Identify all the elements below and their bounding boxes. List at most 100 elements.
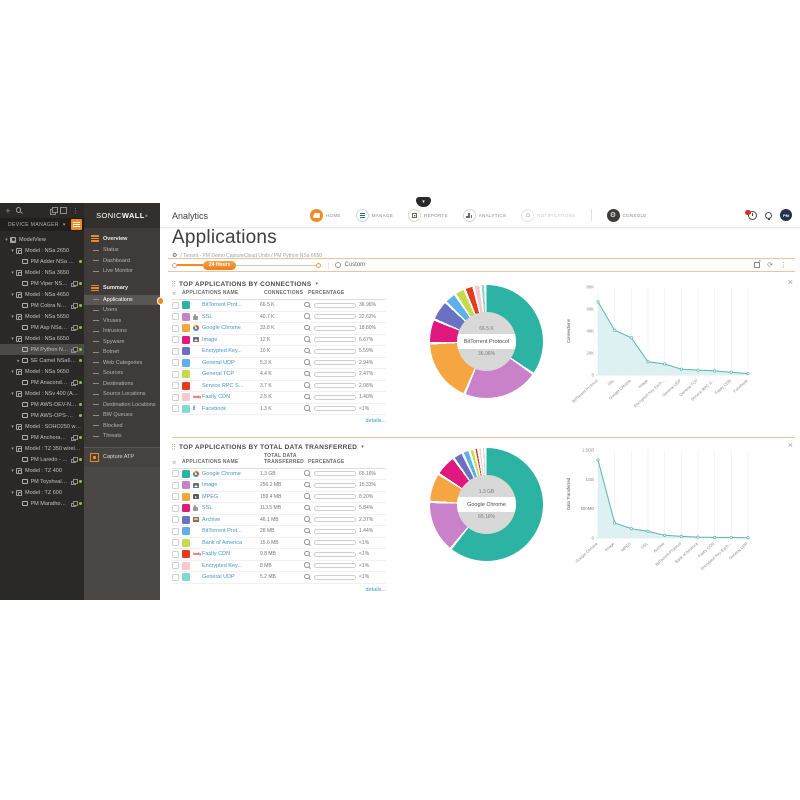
nav-item-notifications[interactable]: NOTIFICATIONS (521, 208, 575, 222)
sidebar-item-live-monitor[interactable]: Live Monitor (84, 266, 160, 277)
caret-icon[interactable]: ▾ (11, 269, 14, 276)
sidebar-section-overview[interactable]: Overview (84, 232, 160, 245)
caret-icon[interactable]: ▾ (11, 313, 14, 320)
magnifier-icon[interactable] (304, 550, 311, 558)
sidebar-section-summary[interactable]: Summary (84, 282, 160, 295)
nav-collapse-toggle[interactable]: ▾ (416, 197, 431, 207)
app-name-link[interactable]: Image (202, 336, 218, 343)
magnifier-icon[interactable] (304, 347, 311, 355)
magnifier-icon[interactable] (304, 301, 311, 309)
search-icon[interactable] (15, 207, 23, 214)
caret-icon[interactable]: ▸ (17, 357, 20, 364)
tree-item-model-tz-600[interactable]: ▾ Model : TZ 600 (0, 487, 84, 498)
magnifier-icon[interactable] (304, 539, 311, 546)
list-icon[interactable]: ≡ (172, 291, 177, 297)
magnifier-icon[interactable] (304, 470, 311, 477)
sidebar-item-blocked[interactable]: Blocked (84, 421, 160, 432)
nav-item-manage[interactable]: MANAGE (355, 208, 393, 222)
list-icon[interactable]: ≡ (172, 459, 177, 466)
nav-item-reports[interactable]: REPORTS (408, 208, 448, 222)
tree-item-model-nsa-4650[interactable]: ▾ Model : NSa 4650 (0, 289, 84, 300)
row-checkbox[interactable] (172, 370, 179, 378)
sidebar-item-capture-atp[interactable]: Capture ATP (84, 446, 160, 467)
sidebar-item-users[interactable]: Users (84, 305, 160, 316)
sidebar-item-botnet[interactable]: Botnet (84, 347, 160, 358)
close-icon[interactable]: × (787, 440, 793, 450)
device-icon[interactable] (22, 434, 28, 441)
row-checkbox[interactable] (172, 313, 179, 321)
tree-item-modelview[interactable]: ▾ ModelView (0, 234, 84, 245)
caret-icon[interactable]: ▾ (11, 335, 14, 342)
app-name-link[interactable]: Fastly CDN (202, 551, 231, 558)
tree-item-model-nsa-3650[interactable]: ▾ Model : NSa 3650 (0, 267, 84, 278)
magnifier-icon[interactable] (304, 370, 311, 378)
details-link[interactable]: details... (365, 418, 386, 424)
close-icon[interactable]: × (787, 277, 793, 287)
collapse-caret-icon[interactable]: ▾ (361, 444, 364, 450)
tree-item-pm-aws-ops-ns[interactable]: PM AWS-OPS-NS... (0, 410, 84, 421)
device-icon[interactable] (22, 401, 28, 408)
device-icon[interactable] (22, 258, 28, 265)
slider-start-handle[interactable] (172, 262, 177, 268)
caret-icon[interactable]: ▾ (11, 489, 14, 496)
device-icon[interactable] (22, 324, 28, 331)
tree-item-se-camel-nsa6650[interactable]: ▸ SE Camel NSa6650 (0, 355, 84, 366)
device-icon[interactable] (22, 379, 28, 386)
app-name-link[interactable]: General UDP (202, 574, 235, 581)
tree-item-model-tz-350-wireless[interactable]: ▾ Model : TZ 350 wireless ... (0, 443, 84, 454)
row-checkbox[interactable] (172, 481, 179, 489)
tree-item-model-nsa-2650[interactable]: ▾ Model : NSa 2650 (0, 245, 84, 256)
row-checkbox[interactable] (172, 347, 179, 355)
device-icon[interactable] (22, 500, 28, 507)
app-name-link[interactable]: BitTorrent Prot... (202, 302, 242, 309)
row-checkbox[interactable] (172, 550, 179, 558)
magnifier-icon[interactable] (304, 493, 311, 500)
sidebar-item-intrusions[interactable]: Intrusions (84, 326, 160, 337)
magnifier-icon[interactable] (304, 324, 311, 332)
app-name-link[interactable]: BitTorrent Prot... (202, 528, 242, 535)
app-name-link[interactable]: Google Chrome (202, 470, 241, 477)
row-checkbox[interactable] (172, 562, 179, 570)
row-checkbox[interactable] (172, 573, 179, 581)
app-name-link[interactable]: Encrypted Key... (202, 348, 242, 355)
tree-item-pm-python-nsa[interactable]: PM Python NSa... (0, 344, 84, 355)
sidebar-item-threats[interactable]: Threats (84, 431, 160, 442)
magnifier-icon[interactable] (304, 313, 311, 320)
tree-item-pm-anchorage[interactable]: PM Anchorage ... (0, 432, 84, 443)
kebab-icon[interactable]: ⋮ (780, 260, 787, 269)
device-icon[interactable] (22, 346, 28, 353)
device-icon[interactable] (22, 456, 28, 463)
magnifier-icon[interactable] (304, 336, 311, 343)
app-name-link[interactable]: SSL (202, 505, 213, 512)
device-icon[interactable] (22, 478, 28, 485)
app-name-link[interactable]: Google Chrome (202, 325, 241, 332)
add-device-icon[interactable]: + (5, 206, 11, 215)
refresh-icon[interactable]: ⟳ (767, 260, 773, 269)
donut-chart[interactable]: 66.5 K BitTorrent Protocol 36.96% (430, 285, 543, 398)
app-name-link[interactable]: SSL (202, 313, 213, 320)
magnifier-icon[interactable] (304, 405, 311, 412)
row-checkbox[interactable] (172, 324, 179, 332)
app-name-link[interactable]: Image (202, 482, 218, 489)
tree-item-model-nsa-9650[interactable]: ▾ Model : NSa 9650 (0, 366, 84, 377)
caret-icon[interactable]: ▾ (11, 368, 14, 375)
device-icon[interactable] (22, 357, 28, 364)
magnifier-icon[interactable] (304, 527, 311, 535)
tree-item-pm-adder-nsa-2650[interactable]: PM Adder NSa 2650 (0, 256, 84, 267)
magnifier-icon[interactable] (304, 359, 311, 366)
tree-item-pm-asp-nsa-56[interactable]: PM Asp NSa 56... (0, 322, 84, 333)
clone-icon[interactable] (50, 207, 58, 215)
tree-item-pm-laredo-tz[interactable]: PM Laredo - TZ... (0, 454, 84, 465)
magnifier-icon[interactable] (304, 382, 311, 389)
sidebar-toggle-icon[interactable] (71, 219, 82, 230)
sidebar-item-source-locations[interactable]: Source Locations (84, 389, 160, 400)
app-name-link[interactable]: General UDP (202, 359, 235, 366)
details-link[interactable]: details... (365, 586, 386, 593)
tree-item-pm-viper-nsa-3[interactable]: PM Viper NSa 3... (0, 278, 84, 289)
row-checkbox[interactable] (172, 382, 179, 390)
grid-icon[interactable] (60, 207, 67, 214)
tree-item-pm-cobra-nsa[interactable]: PM Cobra NSa ... (0, 300, 84, 311)
caret-icon[interactable]: ▾ (11, 247, 14, 254)
export-icon[interactable] (754, 259, 761, 268)
sidebar-item-destinations[interactable]: Destinations (84, 379, 160, 390)
